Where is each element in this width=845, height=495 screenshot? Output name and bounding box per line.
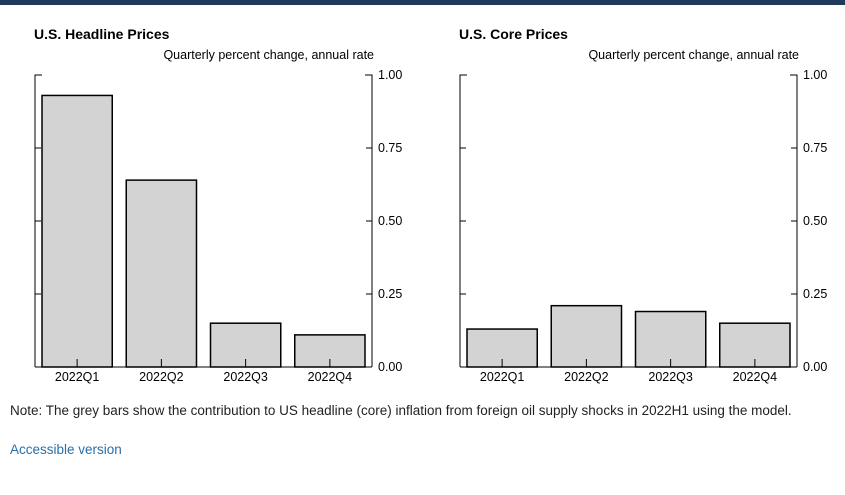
x-tick-label: 2022Q1 xyxy=(55,370,100,384)
y-tick-label: 0.75 xyxy=(378,141,402,155)
headline-chart-svg: 0.00 0.25 0.50 0.75 1.00 2022Q1 2022Q2 2022Q3 20… xyxy=(34,68,402,384)
chart-subtitle: Quarterly percent change, annual rate xyxy=(163,48,374,62)
y-tick-label: 0.75 xyxy=(803,141,827,155)
x-tick-label: 2022Q3 xyxy=(648,370,693,384)
y-tick-label: 0.50 xyxy=(803,214,827,228)
y-tick-label: 0.00 xyxy=(803,360,827,374)
core-prices-chart: 0.00 0.25 0.50 0.75 1.00 2022Q1 2022Q2 2022Q3 20… xyxy=(425,20,827,390)
x-tick-label: 2022Q3 xyxy=(223,370,268,384)
headline-prices-chart: 0.00 0.25 0.50 0.75 1.00 2022Q1 2022Q2 2022Q3 20… xyxy=(0,20,402,390)
x-tick-label: 2022Q1 xyxy=(480,370,525,384)
y-tick-label: 0.00 xyxy=(378,360,402,374)
y-tick-label: 1.00 xyxy=(378,68,402,82)
chart-title: U.S. Core Prices xyxy=(459,26,568,42)
x-tick-label: 2022Q4 xyxy=(308,370,353,384)
x-tick-label: 2022Q2 xyxy=(139,370,184,384)
chart-subtitle: Quarterly percent change, annual rate xyxy=(588,48,799,62)
x-tick-label: 2022Q2 xyxy=(564,370,609,384)
x-tick-label: 2022Q4 xyxy=(733,370,778,384)
bar-2022Q1 xyxy=(41,94,113,368)
accessible-version-link[interactable]: Accessible version xyxy=(10,442,122,457)
bar-2022Q2 xyxy=(550,304,623,368)
bar-2022Q2 xyxy=(125,179,198,368)
y-tick-label: 0.25 xyxy=(378,287,402,301)
core-chart-svg: 0.00 0.25 0.50 0.75 1.00 2022Q1 2022Q2 2022Q3 20… xyxy=(459,68,827,384)
y-tick-label: 0.25 xyxy=(803,287,827,301)
top-accent-bar xyxy=(0,0,845,5)
chart-title: U.S. Headline Prices xyxy=(34,26,170,42)
y-tick-label: 0.50 xyxy=(378,214,402,228)
chart-note: Note: The grey bars show the contributio… xyxy=(10,403,792,418)
y-tick-label: 1.00 xyxy=(803,68,827,82)
bar-2022Q3 xyxy=(634,310,707,368)
